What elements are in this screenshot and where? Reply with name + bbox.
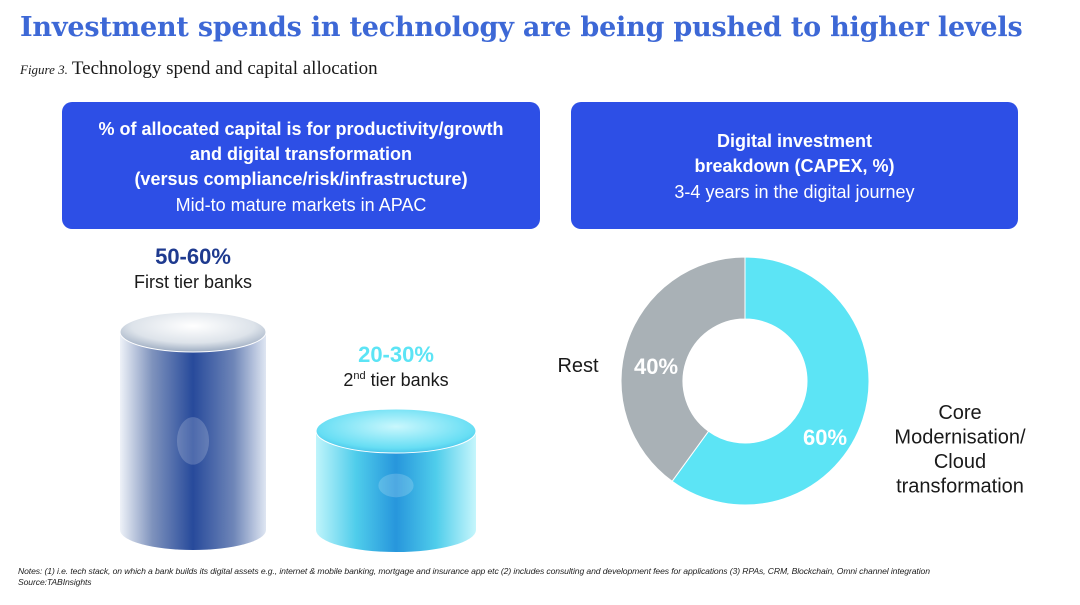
- right-panel-subtitle: 3-4 years in the digital journey: [674, 182, 915, 202]
- figure-number: Figure 3.: [20, 62, 68, 77]
- ordinal-suffix: nd: [353, 370, 366, 382]
- bar-category-label: First tier banks: [133, 272, 253, 292]
- page-title: Investment spends in technology are bein…: [20, 12, 1023, 43]
- donut-slice-label: transformation: [896, 476, 1024, 498]
- bar-category-label: 2nd tier banks: [316, 370, 476, 391]
- donut-slice-value: 60%: [803, 425, 847, 450]
- bar-category-label-2nd: 2nd tier banks: [343, 370, 449, 390]
- notes-text: Notes: (1) i.e. tech stack, on which a b…: [18, 566, 930, 576]
- bar-highlight: [176, 417, 210, 465]
- bar-highlight: [378, 473, 414, 498]
- bar-top: [119, 311, 267, 353]
- left-panel-header: % of allocated capital is for productivi…: [62, 102, 540, 229]
- bar-top: [315, 408, 477, 454]
- donut-slice: [671, 256, 870, 506]
- bar-value-label: 50-60%: [155, 244, 231, 269]
- bar-body: [316, 431, 476, 552]
- left-panel-line-2: and digital transformation: [189, 144, 412, 164]
- donut-slice-label: Rest: [557, 355, 599, 377]
- bar-body: [120, 332, 266, 550]
- left-panel-subtitle: Mid-to mature markets in APAC: [175, 195, 427, 215]
- figure-caption-text: Technology spend and capital allocation: [71, 58, 378, 79]
- right-panel-line-2: breakdown (CAPEX, %): [694, 156, 895, 176]
- bar-cylinder: [119, 311, 267, 550]
- footnotes: Notes: (1) i.e. tech stack, on which a b…: [18, 566, 930, 588]
- cylinder-chart: [119, 311, 477, 552]
- donut-slice-label: Modernisation/: [894, 427, 1026, 449]
- donut-chart: 60% 40% Core Modernisation/Cloud transformat…: [557, 256, 1026, 506]
- donut-slice: [620, 256, 746, 483]
- figure-caption: Figure 3. Technology spend and capital al…: [20, 58, 378, 80]
- left-panel-line-1: % of allocated capital is for productivi…: [98, 119, 504, 139]
- bar-cylinder: [315, 408, 477, 552]
- left-panel-line-3: (versus compliance/risk/infrastructure): [134, 169, 468, 189]
- donut-slice-value: 40%: [634, 354, 678, 379]
- right-panel-header: Digital investment breakdown (CAPEX, %) …: [571, 102, 1018, 229]
- source-text: Source:TABInsights: [18, 577, 92, 587]
- donut-slice-label: Cloud: [934, 451, 986, 473]
- bar-value-label: 20-30%: [358, 342, 434, 367]
- donut-slice-label: Core: [938, 402, 981, 424]
- right-panel-line-1: Digital investment: [716, 131, 873, 151]
